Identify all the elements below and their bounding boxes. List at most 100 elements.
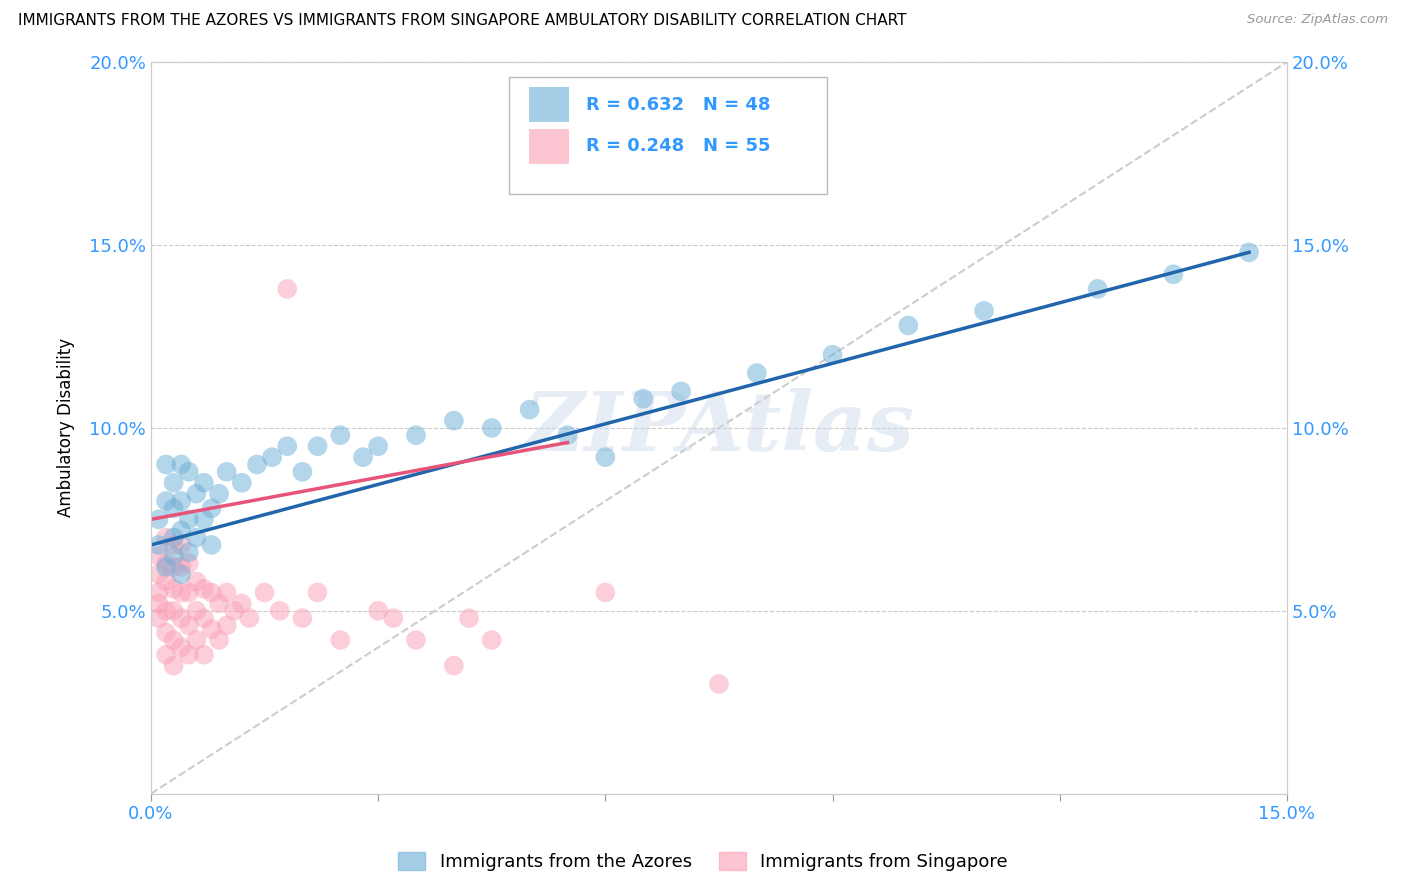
Point [163, 633, 186, 648]
Point [200, 538, 222, 552]
Legend: Immigrants from the Azores, Immigrants from Singapore: Immigrants from the Azores, Immigrants f… [391, 845, 1015, 879]
Point [669, 384, 692, 399]
Point [307, 585, 329, 599]
Point [155, 560, 177, 574]
Point [163, 604, 186, 618]
Point [148, 611, 170, 625]
Point [177, 585, 200, 599]
Point [631, 392, 654, 406]
Text: IMMIGRANTS FROM THE AZORES VS IMMIGRANTS FROM SINGAPORE AMBULATORY DISABILITY CO: IMMIGRANTS FROM THE AZORES VS IMMIGRANTS… [18, 13, 907, 29]
Point [170, 585, 193, 599]
Point [155, 494, 177, 508]
Point [155, 531, 177, 545]
Point [186, 487, 208, 501]
Point [170, 640, 193, 655]
Point [170, 567, 193, 582]
Point [897, 318, 920, 333]
Point [291, 611, 314, 625]
Point [276, 439, 298, 453]
Point [707, 677, 730, 691]
Point [163, 582, 186, 596]
Point [1237, 245, 1260, 260]
Point [200, 622, 222, 636]
Point [193, 611, 215, 625]
Point [557, 428, 579, 442]
Point [208, 487, 231, 501]
Point [215, 465, 238, 479]
Point [177, 512, 200, 526]
Point [170, 494, 193, 508]
Point [745, 366, 768, 380]
Point [155, 625, 177, 640]
Point [177, 556, 200, 570]
Point [352, 450, 374, 465]
Point [170, 538, 193, 552]
FancyBboxPatch shape [529, 128, 569, 164]
Point [177, 545, 200, 559]
Point [148, 549, 170, 563]
Point [246, 458, 269, 472]
Point [215, 585, 238, 599]
FancyBboxPatch shape [529, 87, 569, 122]
Point [253, 585, 276, 599]
Point [200, 585, 222, 599]
Point [163, 538, 186, 552]
Point [519, 402, 541, 417]
Point [231, 475, 253, 490]
Point [367, 439, 389, 453]
Point [148, 538, 170, 552]
Y-axis label: Ambulatory Disability: Ambulatory Disability [58, 338, 75, 517]
Point [481, 633, 503, 648]
Point [329, 633, 352, 648]
Point [170, 458, 193, 472]
Point [269, 604, 291, 618]
Point [155, 574, 177, 589]
Point [186, 633, 208, 648]
Point [215, 618, 238, 632]
Point [148, 585, 170, 599]
Text: ZIPAtlas: ZIPAtlas [523, 388, 914, 468]
Point [163, 658, 186, 673]
Point [155, 556, 177, 570]
Point [155, 604, 177, 618]
Point [177, 648, 200, 662]
Text: Source: ZipAtlas.com: Source: ZipAtlas.com [1247, 13, 1388, 27]
Point [1163, 267, 1185, 281]
Point [186, 604, 208, 618]
Point [405, 633, 427, 648]
Point [155, 458, 177, 472]
Point [481, 421, 503, 435]
Point [155, 648, 177, 662]
Point [177, 465, 200, 479]
Point [973, 303, 995, 318]
Point [186, 574, 208, 589]
Point [224, 604, 246, 618]
Point [291, 465, 314, 479]
Point [200, 501, 222, 516]
Point [821, 348, 844, 362]
Point [595, 450, 617, 465]
Point [193, 512, 215, 526]
Point [307, 439, 329, 453]
Point [170, 611, 193, 625]
Point [329, 428, 352, 442]
Point [238, 611, 260, 625]
FancyBboxPatch shape [509, 77, 827, 194]
Point [443, 414, 465, 428]
Point [1087, 282, 1109, 296]
Point [186, 531, 208, 545]
Point [193, 475, 215, 490]
Point [595, 585, 617, 599]
Text: R = 0.248   N = 55: R = 0.248 N = 55 [586, 137, 770, 155]
Point [208, 597, 231, 611]
Point [177, 618, 200, 632]
Point [163, 475, 186, 490]
Point [208, 633, 231, 648]
Point [163, 560, 186, 574]
Point [148, 512, 170, 526]
Point [231, 597, 253, 611]
Point [148, 567, 170, 582]
Point [276, 282, 298, 296]
Point [170, 524, 193, 538]
Point [148, 597, 170, 611]
